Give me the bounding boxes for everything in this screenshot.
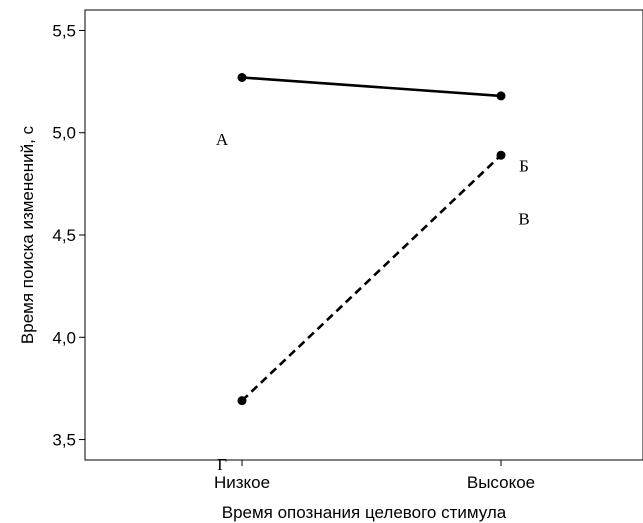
plot-frame bbox=[84, 9, 643, 461]
series-2-point-1 bbox=[237, 396, 247, 406]
x-axis: Низкое Высокое bbox=[214, 460, 535, 492]
series-line-2 bbox=[241, 154, 502, 402]
series-1-point-1 bbox=[237, 73, 247, 82]
annotations: А Б В Г bbox=[216, 130, 530, 474]
y-tick-label: 5,0 bbox=[52, 124, 76, 143]
x-axis-label: Время опознания целевого стимула bbox=[222, 503, 507, 522]
x-tick-label: Низкое bbox=[214, 473, 270, 492]
annotation-label: Б bbox=[519, 156, 529, 175]
series-group bbox=[237, 73, 506, 406]
x-tick-label: Высокое bbox=[467, 473, 535, 492]
y-tick-label: 4,5 bbox=[52, 226, 76, 245]
annotation-label: В bbox=[518, 210, 529, 229]
annotation-label: А bbox=[216, 130, 229, 149]
annotation-label: Г bbox=[217, 455, 227, 474]
y-axis: 3,5 4,0 4,5 5,0 5,5 bbox=[52, 21, 85, 450]
y-axis-label: Время поиска изменений, с bbox=[18, 125, 37, 344]
y-tick-label: 3,5 bbox=[52, 431, 76, 450]
series-line-1 bbox=[241, 76, 502, 98]
series-2-point-2 bbox=[496, 150, 506, 160]
y-tick-label: 4,0 bbox=[52, 328, 76, 347]
y-tick-label: 5,5 bbox=[52, 21, 76, 40]
series-1-point-2 bbox=[496, 91, 506, 101]
